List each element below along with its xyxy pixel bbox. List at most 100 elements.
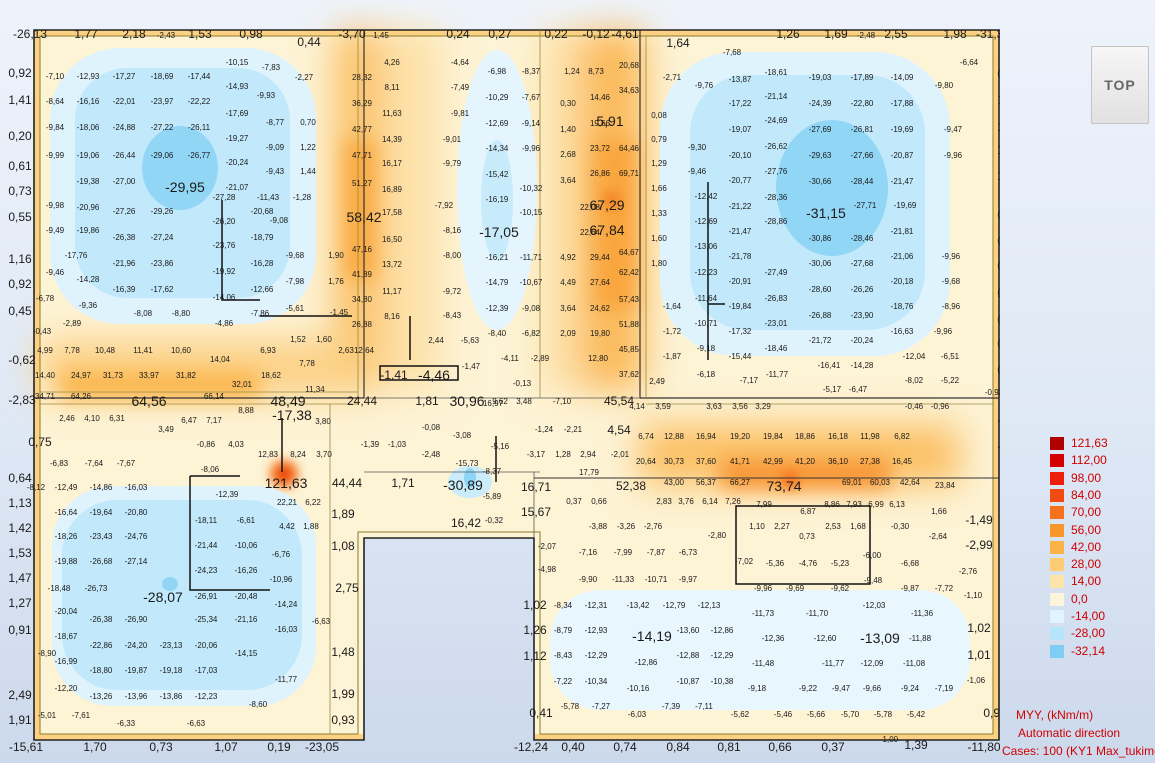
moment-value-label: 67,29 (589, 197, 625, 213)
caption-cases: Cases: 100 (KY1 Max_tukimomentti) (1002, 744, 1155, 758)
legend-swatch (1050, 506, 1064, 520)
moment-value-label: -4,76 (798, 559, 818, 568)
moment-value-label: 37,60 (695, 457, 717, 466)
moment-value-label: -27,76 (764, 167, 788, 176)
moment-value-label: -27,71 (853, 201, 877, 210)
view-cube-top-button[interactable]: TOP (1091, 46, 1149, 124)
moment-value-label: -6,83 (49, 459, 69, 468)
moment-value-label: -8,40 (487, 329, 507, 338)
moment-value-label: -2,80 (707, 531, 727, 540)
moment-value-label: 0,08 (651, 111, 667, 120)
moment-value-label: -30,66 (808, 177, 832, 186)
moment-value-label: -18,06 (76, 123, 100, 132)
moment-value-label: -1,45 (329, 308, 349, 317)
legend-entry: 28,00 (1050, 556, 1154, 573)
moment-value-label: 0,45 (8, 304, 32, 318)
moment-value-label: 47,71 (351, 151, 373, 160)
moment-value-label: 51,88 (618, 320, 640, 329)
moment-value-label: 1,08 (331, 539, 355, 553)
moment-value-label: -9,80 (934, 81, 954, 90)
moment-value-label: -21,22 (728, 202, 752, 211)
moment-value-label: -27,28 (212, 193, 236, 202)
edge-bands (34, 30, 999, 740)
legend-entry: -28,00 (1050, 625, 1154, 642)
moment-value-label: -23,90 (850, 311, 874, 320)
moment-value-label: 3,49 (158, 425, 174, 434)
legend-value: -32,14 (1071, 643, 1106, 658)
moment-value-label: -14,34 (485, 144, 509, 153)
moment-value-label: -12,36 (761, 634, 785, 643)
moment-value-label: -11,48 (751, 659, 775, 668)
moment-value-label: 6,87 (800, 507, 816, 516)
moment-value-label: -16,99 (54, 657, 78, 666)
moment-value-label: 1,24 (564, 67, 580, 76)
moment-value-label: 1,46 (997, 144, 1000, 156)
moment-value-label: -6,61 (236, 516, 256, 525)
moment-value-label: -0,46 (904, 402, 924, 411)
moment-value-label: -21,72 (808, 336, 832, 345)
moment-value-label: -29,95 (165, 179, 205, 195)
moment-value-label: -7,64 (84, 459, 104, 468)
moment-value-label: -7,67 (521, 93, 541, 102)
moment-value-label: 24,44 (346, 394, 378, 408)
moment-value-label: 24,97 (70, 371, 92, 380)
moment-value-label: -0,86 (196, 440, 216, 449)
legend-swatch (1050, 471, 1064, 485)
legend-value: -28,00 (1071, 626, 1106, 641)
moment-value-label: -9,90 (578, 575, 598, 584)
moment-value-label: -7,68 (722, 48, 742, 57)
moment-value-label: -12,03 (862, 601, 886, 610)
moment-value-label: -24,69 (764, 116, 788, 125)
moment-value-label: -10,15 (519, 208, 543, 217)
moment-value-label: -10,67 (519, 278, 543, 287)
moment-value-label: 2,75 (335, 581, 359, 595)
moment-value-label: 14,39 (381, 135, 403, 144)
moment-value-label: -12,39 (215, 490, 239, 499)
moment-value-label: -8,60 (248, 700, 268, 709)
moment-value-label: -2,48 (421, 450, 441, 459)
moment-value-label: 12,80 (587, 354, 609, 363)
moment-value-label: 0,95 (997, 260, 1000, 272)
moment-value-label: -8,00 (442, 251, 462, 260)
moment-value-label: 1,68 (850, 522, 866, 531)
moment-value-label: -16,03 (274, 625, 298, 634)
moment-value-label: 4,03 (228, 440, 244, 449)
moment-value-label: -12,23 (194, 692, 218, 701)
moment-value-label: -17,88 (890, 99, 914, 108)
moment-value-label: -6,64 (959, 58, 979, 67)
moment-value-label: 0,73 (8, 184, 32, 198)
moment-value-label: -19,06 (76, 151, 100, 160)
moment-value-label: -3,88 (588, 522, 608, 531)
moment-value-label: 1,64 (666, 36, 690, 50)
moment-value-label: -5,63 (460, 336, 480, 345)
moment-value-label: -26,13 (12, 27, 48, 41)
moment-value-label: -17,76 (64, 251, 88, 260)
moment-value-label: -19,07 (728, 125, 752, 134)
moment-value-label: -1,47 (461, 362, 481, 371)
moment-value-label: -6,82 (521, 329, 541, 338)
legend-entry: 0,0 (1050, 591, 1154, 608)
moment-value-label: 6,14 (702, 497, 718, 506)
moment-value-label: 0,69 (997, 68, 1000, 80)
moment-value-label: 1,48 (331, 645, 355, 659)
moment-value-label: -9,69 (785, 584, 805, 593)
moment-value-label: 8,24 (290, 450, 306, 459)
moment-value-label: 1,29 (651, 159, 667, 168)
moment-value-label: -6,68 (900, 559, 920, 568)
moment-value-label: -7,11 (695, 702, 713, 711)
moment-value-label: 67,84 (589, 222, 625, 238)
moment-value-label: -12,29 (584, 651, 608, 660)
moment-value-label: 0,27 (488, 27, 512, 41)
legend-value: 28,00 (1071, 557, 1102, 572)
moment-value-label: -12,69 (485, 119, 509, 128)
moment-value-label: -9,47 (831, 684, 851, 693)
moment-value-label: 2,18 (122, 27, 146, 41)
moment-value-label: -7,17 (739, 376, 759, 385)
moment-value-label: 56,37 (695, 478, 717, 487)
moment-value-label: -9,66 (862, 684, 882, 693)
moment-value-label: 0,24 (446, 27, 470, 41)
moment-value-label: -9,14 (521, 119, 541, 128)
moment-value-label: 1,12 (523, 649, 547, 663)
moment-value-label: -9,72 (442, 287, 462, 296)
